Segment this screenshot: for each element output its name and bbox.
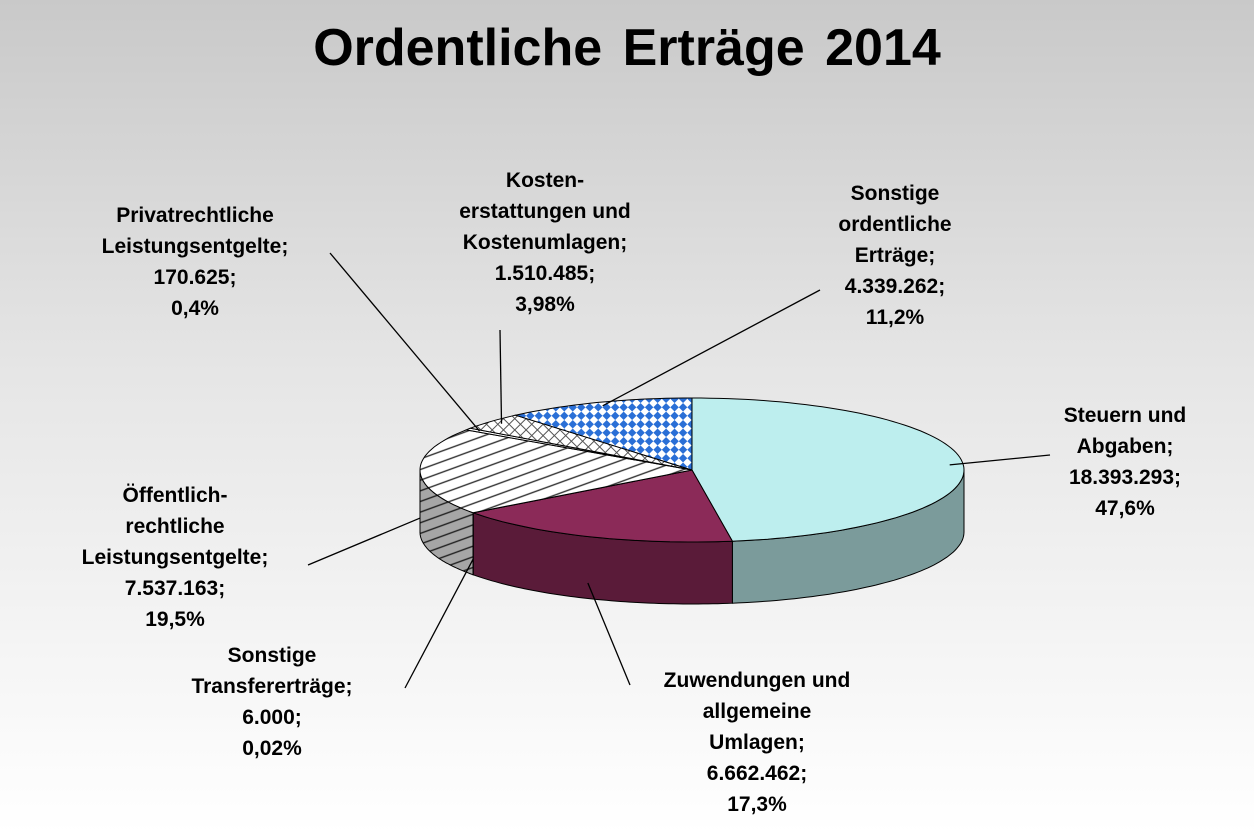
pie-slice — [513, 397, 693, 471]
value-label: 7.537.163 — [124, 577, 219, 600]
separator: ; — [345, 675, 353, 698]
category-label: Sonstige ordentliche Erträge — [838, 182, 952, 267]
label-line: Privatrechtliche Leistungsentgelte; — [35, 200, 355, 262]
percent-label: 11,2% — [865, 306, 925, 329]
separator: ; — [294, 706, 302, 729]
pie-slice — [419, 429, 693, 514]
value-label: 18.393.293 — [1068, 466, 1175, 489]
leader-line — [949, 454, 1051, 466]
leader-line — [307, 517, 421, 566]
separator: ; — [229, 266, 237, 289]
value-label: 4.339.262 — [844, 275, 939, 298]
label-line: Steuern und Abgaben; — [965, 400, 1254, 462]
leader-line — [329, 252, 480, 432]
category-label: Sonstige Transfererträge — [191, 644, 346, 698]
data-label: Sonstige ordentliche Erträge; 4.339.262; 1… — [735, 178, 1055, 333]
data-label: Privatrechtliche Leistungsentgelte; 170.6… — [35, 200, 355, 324]
separator: ; — [1174, 466, 1182, 489]
leader-line — [404, 558, 474, 689]
separator: ; — [938, 275, 946, 298]
separator: ; — [261, 546, 269, 569]
category-label: Zuwendungen und allgemeine Umlagen — [663, 669, 851, 754]
label-line: 6.662.462; — [597, 758, 917, 789]
percent-label: 3,98% — [515, 293, 575, 316]
value-label: 6.000 — [242, 706, 295, 729]
label-line: 18.393.293; — [965, 462, 1254, 493]
label-line: Zuwendungen und allgemeine Umlagen; — [597, 665, 917, 758]
label-line: Sonstige ordentliche Erträge; — [735, 178, 1055, 271]
separator: ; — [928, 244, 936, 267]
data-label: Kosten- erstattungen und Kostenumlagen; 1… — [385, 165, 705, 320]
value-label: 1.510.485 — [494, 262, 589, 285]
pie-slice — [471, 469, 734, 543]
percent-label: 0,02% — [242, 737, 302, 760]
label-line: 7.537.163; — [15, 573, 335, 604]
category-label: Kosten- erstattungen und Kostenumlagen — [459, 169, 631, 254]
label-line: 6.000; — [112, 702, 432, 733]
label-line: 1.510.485; — [385, 258, 705, 289]
separator: ; — [588, 262, 596, 285]
category-label: Privatrechtliche Leistungsentgelte — [101, 204, 282, 258]
data-label: Zuwendungen und allgemeine Umlagen; 6.662… — [597, 665, 917, 820]
data-label: Steuern und Abgaben; 18.393.293; 47,6% — [965, 400, 1254, 524]
separator: ; — [620, 231, 628, 254]
category-label: Steuern und Abgaben — [1063, 404, 1187, 458]
data-label: Sonstige Transfererträge; 6.000; 0,02% — [112, 640, 432, 764]
pie-slice — [468, 414, 693, 471]
label-line: 170.625; — [35, 262, 355, 293]
separator: ; — [797, 731, 805, 754]
data-label: Öffentlich- rechtliche Leistungsentgelte… — [15, 480, 335, 635]
pie-side-shade — [732, 470, 964, 604]
percent-label: 17,3% — [727, 793, 787, 816]
percent-label: 19,5% — [145, 608, 205, 631]
leader-line — [499, 329, 503, 424]
label-line: Öffentlich- rechtliche Leistungsentgelte… — [15, 480, 335, 573]
label-line: 4.339.262; — [735, 271, 1055, 302]
pie-side-shade — [473, 512, 733, 604]
label-line: Kosten- erstattungen und Kostenumlagen; — [385, 165, 705, 258]
percent-label: 47,6% — [1095, 497, 1155, 520]
separator: ; — [1166, 435, 1174, 458]
leader-line — [587, 582, 631, 686]
category-label: Öffentlich- rechtliche Leistungsentgelte — [81, 484, 262, 569]
percent-label: 0,4% — [171, 297, 219, 320]
chart-title: Ordentliche Erträge 2014 — [313, 19, 941, 77]
separator: ; — [281, 235, 289, 258]
separator: ; — [800, 762, 808, 785]
separator: ; — [218, 577, 226, 600]
pie-slice — [691, 397, 965, 542]
label-line: Sonstige Transfererträge; — [112, 640, 432, 702]
value-label: 170.625 — [153, 266, 230, 289]
value-label: 6.662.462 — [706, 762, 801, 785]
leader-line — [602, 289, 821, 407]
pie-side-shade — [420, 470, 473, 575]
